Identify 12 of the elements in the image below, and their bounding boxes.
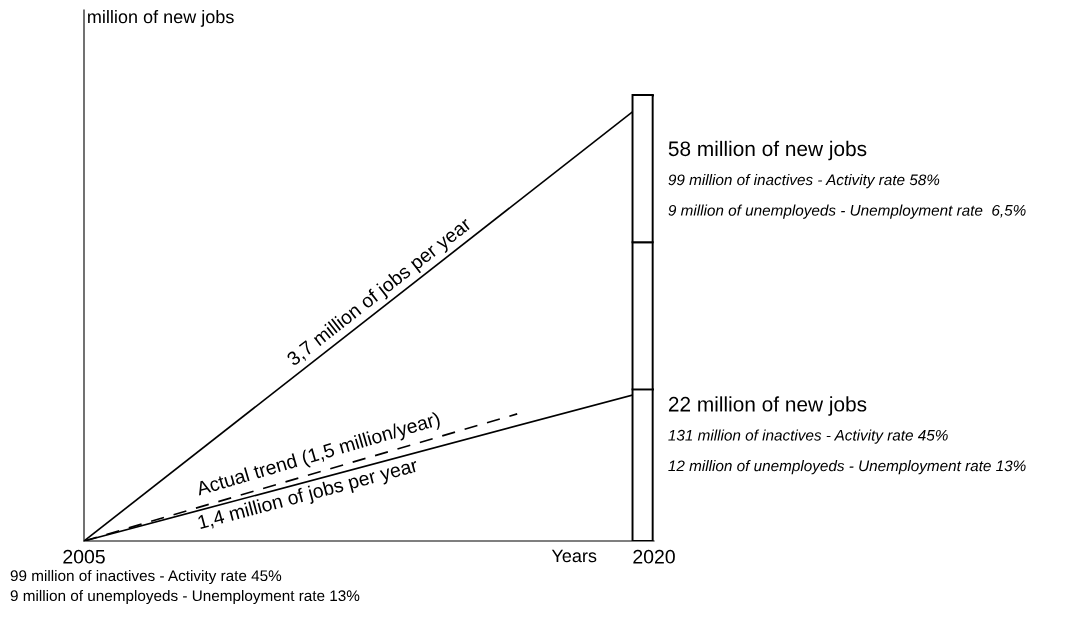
y-axis-title: million of new jobs	[88, 10, 234, 27]
text: 9 million of unemployeds - Unemployment rate 6,5%	[668, 204, 1026, 219]
text: 9 million of unemployeds - Unemployment rate 13%	[10, 589, 360, 605]
text: 99 million of inactives - Activity rate 58%	[668, 173, 940, 189]
annotation: 58 million of new jobs	[668, 140, 867, 161]
x-tick-label: 2005	[63, 549, 105, 564]
text: 12 million of unemployeds - Unemployment rate 13%	[668, 460, 1026, 475]
text: 99 million of inactives - Activity rate 45%	[10, 569, 282, 585]
x-tick-label: 2020	[633, 549, 675, 564]
annotation: 22 million of new jobs	[668, 396, 867, 416]
x-axis-title: Years	[551, 549, 597, 563]
text: 131 million of inactives - Activity rate 45%	[668, 429, 948, 444]
